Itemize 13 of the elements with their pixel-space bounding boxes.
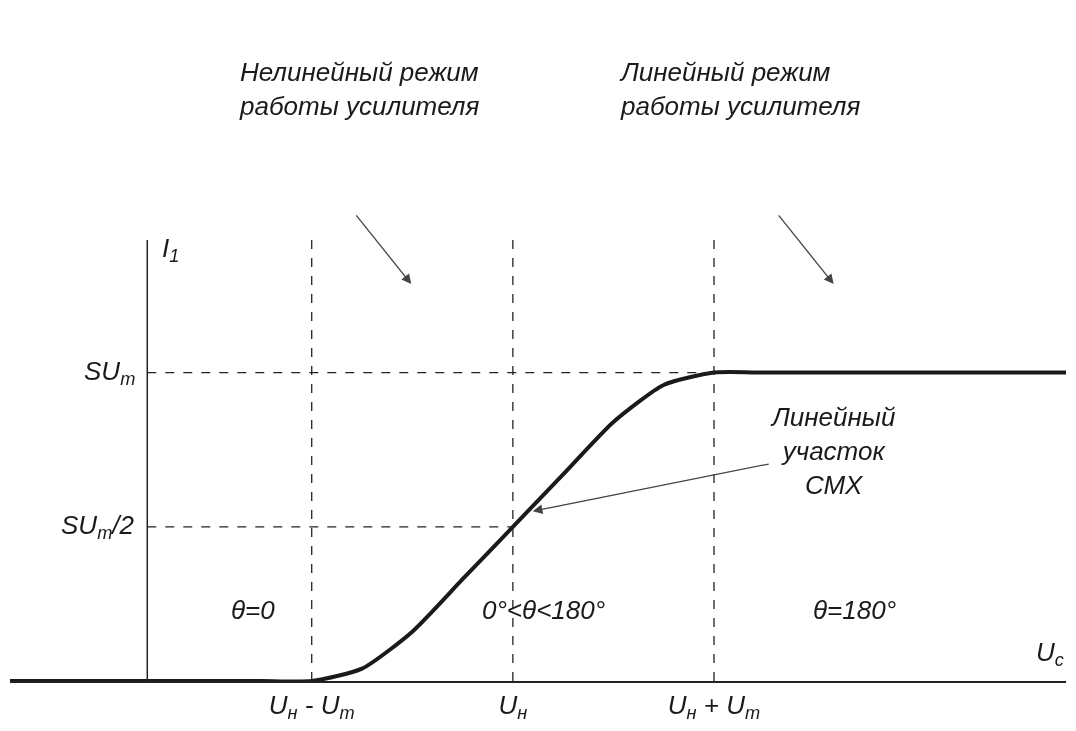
text: Линейный режим работы усилителя [619, 57, 861, 121]
y-axis-title: I$_{1}$ [162, 233, 180, 267]
x-tick-label: U$_{н}$ + U$_{m}$ [667, 689, 761, 724]
annotation: θ=180° [813, 595, 897, 625]
x-tick-label: U$_{н}$ - U$_{m}$ [268, 689, 355, 724]
text: Нелинейный режим работы усилителя [239, 57, 480, 121]
annotation: 0°<θ<180° [482, 595, 606, 625]
x-axis-title: U$_{с}$ [1036, 637, 1064, 671]
ref-line-label: SU$_{m}$ [84, 356, 136, 390]
ref-line-label: SU$_{m}$/2 [61, 510, 135, 544]
annotation: Линейный участок СМХ [770, 402, 896, 500]
x-tick-label: U$_{н}$ [498, 689, 528, 724]
annotation: θ=0 [231, 595, 276, 625]
